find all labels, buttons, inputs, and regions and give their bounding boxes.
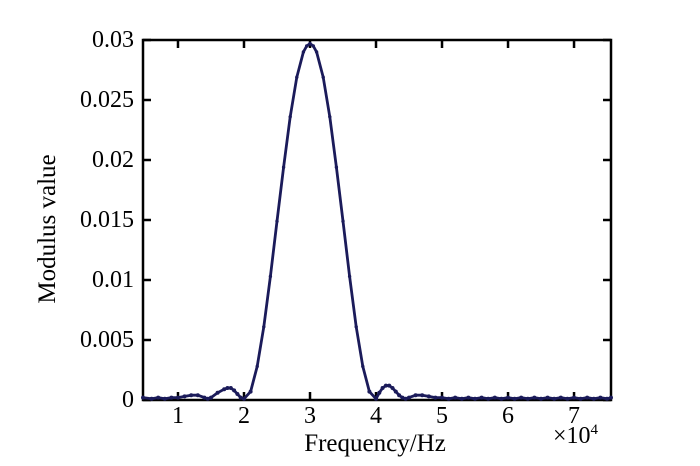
y-tick-label: 0 bbox=[122, 387, 134, 413]
y-tick-label: 0.03 bbox=[92, 27, 134, 53]
curve-markers bbox=[141, 41, 613, 401]
y-tick-label: 0.01 bbox=[92, 267, 134, 293]
x-tick-label: 1 bbox=[171, 403, 184, 429]
axis-ticks bbox=[143, 38, 611, 402]
x-axis-label: Frequency/Hz bbox=[304, 430, 446, 457]
y-tick-label: 0.015 bbox=[80, 207, 134, 233]
x-tick-label: 3 bbox=[304, 403, 316, 429]
y-axis-label: Modulus value bbox=[34, 154, 61, 304]
x-tick-label: 2 bbox=[237, 403, 250, 429]
multiplier-exponent: 4 bbox=[590, 422, 599, 438]
y-tick-label: 0.02 bbox=[92, 147, 134, 173]
y-tick-label: 0.025 bbox=[80, 87, 134, 113]
signal-curve bbox=[141, 42, 613, 401]
x-tick-label: 4 bbox=[370, 403, 382, 429]
x-tick-label: 6 bbox=[502, 403, 515, 429]
multiplier-base: ×10 bbox=[553, 423, 591, 449]
x-axis-multiplier: ×104 bbox=[553, 423, 598, 450]
y-tick-label: 0.005 bbox=[80, 327, 134, 353]
x-tick-label: 5 bbox=[436, 403, 449, 429]
plot-frame bbox=[141, 38, 613, 402]
x-tick-label: 7 bbox=[568, 403, 581, 429]
